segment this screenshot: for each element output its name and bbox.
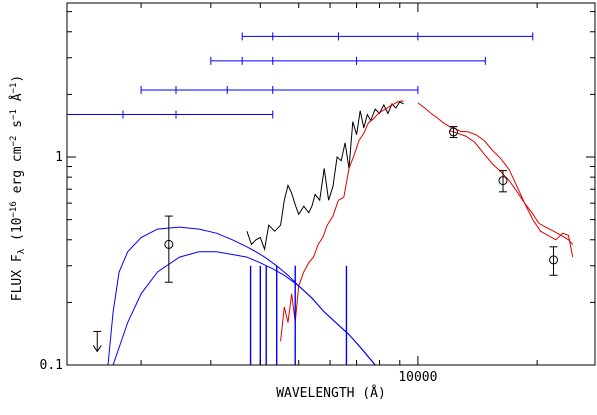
series-line-5 bbox=[112, 251, 376, 366]
y-axis-label: FLUX Fλ (10−16 erg cm−2 s−1 Å−1) bbox=[9, 75, 27, 301]
upper-limit-arrow-0 bbox=[92, 345, 102, 353]
x-axis-label: WAVELENGTH (Å) bbox=[276, 385, 386, 401]
x-tick-label-0: 10000 bbox=[398, 370, 437, 385]
series-line-2 bbox=[417, 102, 574, 258]
plot-frame bbox=[66, 2, 596, 366]
axes-layer: 10000 0.1 1 bbox=[40, 3, 595, 385]
y-tick-label-0: 0.1 bbox=[40, 358, 63, 373]
series-line-0 bbox=[246, 101, 404, 252]
data-point-0 bbox=[164, 239, 174, 249]
data-point-3 bbox=[549, 255, 559, 265]
y-tick-label-1: 1 bbox=[55, 150, 63, 165]
series-line-3 bbox=[449, 130, 574, 245]
series-line-4 bbox=[107, 226, 376, 366]
y-axis-label-sub: λ bbox=[17, 248, 27, 254]
data-point-2 bbox=[498, 176, 508, 186]
series-line-1 bbox=[280, 100, 404, 342]
data-point-1 bbox=[449, 127, 459, 137]
plot-data-layer bbox=[66, 32, 574, 366]
